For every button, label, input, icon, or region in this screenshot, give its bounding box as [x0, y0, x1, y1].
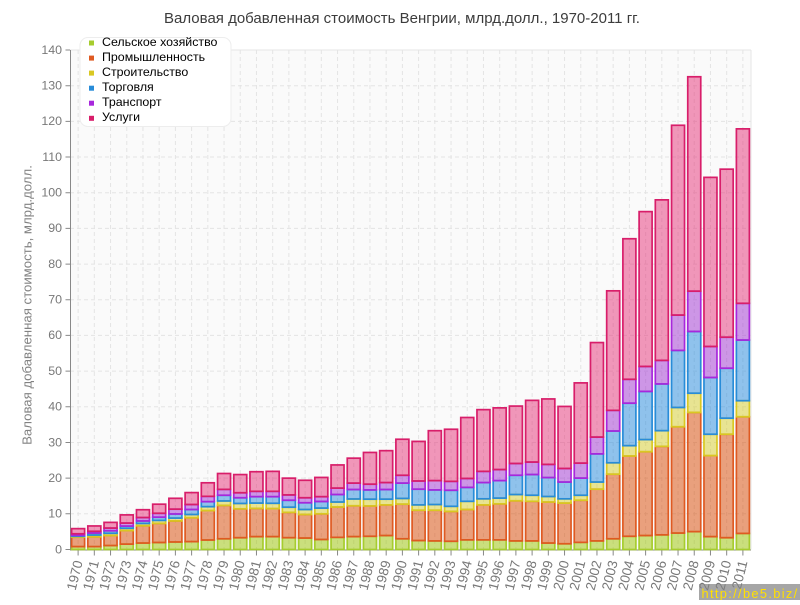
svg-text:30: 30	[48, 435, 62, 449]
svg-text:1973: 1973	[113, 559, 135, 592]
svg-text:1981: 1981	[242, 559, 264, 592]
svg-text:70: 70	[48, 293, 62, 307]
svg-text:1986: 1986	[323, 559, 345, 592]
svg-text:1970: 1970	[64, 559, 86, 592]
svg-text:http://be5.biz/: http://be5.biz/	[702, 586, 799, 600]
svg-text:1994: 1994	[453, 558, 475, 591]
svg-text:1978: 1978	[194, 559, 216, 592]
svg-text:1980: 1980	[226, 559, 248, 592]
svg-text:1989: 1989	[372, 559, 394, 592]
svg-text:1985: 1985	[307, 559, 329, 592]
svg-text:2007: 2007	[664, 559, 686, 592]
svg-text:2010: 2010	[712, 559, 734, 592]
svg-text:Транспорт: Транспорт	[102, 95, 162, 109]
svg-text:2009: 2009	[696, 559, 718, 592]
svg-text:Сельское хозяйство: Сельское хозяйство	[102, 35, 218, 49]
svg-text:2001: 2001	[567, 559, 589, 592]
svg-text:140: 140	[41, 43, 62, 57]
svg-text:Услуги: Услуги	[102, 110, 140, 124]
svg-text:0: 0	[55, 542, 62, 556]
svg-text:1998: 1998	[518, 559, 540, 592]
svg-text:2008: 2008	[680, 559, 702, 592]
svg-text:2004: 2004	[615, 558, 637, 591]
svg-text:120: 120	[41, 114, 62, 128]
svg-text:50: 50	[48, 364, 62, 378]
svg-text:90: 90	[48, 221, 62, 235]
svg-text:1990: 1990	[388, 559, 410, 592]
svg-text:1984: 1984	[291, 558, 313, 591]
svg-text:2003: 2003	[599, 559, 621, 592]
svg-text:1977: 1977	[177, 559, 199, 592]
svg-text:80: 80	[48, 257, 62, 271]
svg-text:2000: 2000	[550, 559, 572, 592]
svg-text:1971: 1971	[80, 559, 102, 592]
svg-text:1995: 1995	[469, 559, 491, 592]
svg-text:10: 10	[48, 507, 62, 521]
svg-text:100: 100	[41, 186, 62, 200]
svg-text:2005: 2005	[631, 559, 653, 592]
svg-text:1979: 1979	[210, 559, 232, 592]
svg-text:20: 20	[48, 471, 62, 485]
svg-text:1993: 1993	[437, 559, 459, 592]
svg-text:Строительство: Строительство	[102, 65, 188, 79]
svg-text:Торговля: Торговля	[102, 80, 154, 94]
svg-text:1988: 1988	[356, 559, 378, 592]
svg-text:130: 130	[41, 79, 62, 93]
svg-text:60: 60	[48, 328, 62, 342]
svg-text:1991: 1991	[404, 559, 426, 592]
svg-text:1983: 1983	[275, 559, 297, 592]
svg-text:1976: 1976	[161, 559, 183, 592]
svg-text:2002: 2002	[583, 559, 605, 592]
svg-text:2006: 2006	[648, 559, 670, 592]
svg-text:Валовая добавленная стоимость,: Валовая добавленная стоимость, млрд.долл…	[20, 165, 35, 445]
svg-text:1987: 1987	[340, 559, 362, 592]
svg-text:1982: 1982	[258, 559, 280, 592]
svg-text:Валовая добавленная стоимость: Валовая добавленная стоимость Венгрии, м…	[164, 10, 640, 27]
svg-text:2011: 2011	[729, 559, 751, 591]
svg-text:1972: 1972	[96, 559, 118, 592]
svg-text:1996: 1996	[485, 559, 507, 592]
svg-text:1997: 1997	[502, 559, 524, 592]
svg-text:Промышленность: Промышленность	[102, 50, 205, 64]
svg-text:110: 110	[42, 150, 62, 164]
svg-text:1974: 1974	[129, 558, 151, 591]
svg-text:1992: 1992	[421, 559, 443, 592]
svg-text:40: 40	[48, 400, 62, 414]
svg-text:1999: 1999	[534, 559, 556, 592]
svg-text:1975: 1975	[145, 559, 167, 592]
